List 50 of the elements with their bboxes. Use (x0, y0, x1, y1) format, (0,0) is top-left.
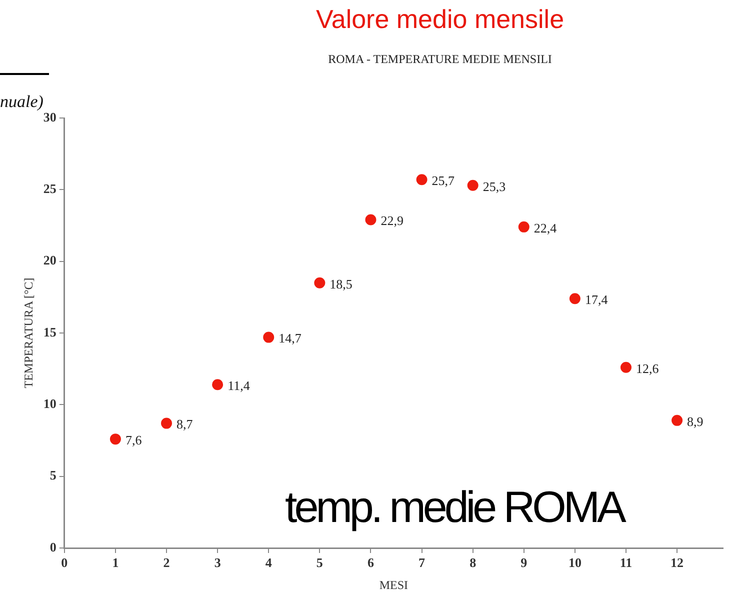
text: nuale) (0, 92, 44, 112)
y-tick-label: 30 (43, 109, 56, 124)
point (620, 362, 632, 373)
x-tick-label: 0 (61, 555, 68, 570)
data-label: 8,9 (687, 414, 704, 429)
data-label: 12,6 (636, 360, 660, 376)
point (569, 293, 580, 304)
data-label: 7,6 (125, 432, 142, 448)
data-label: 22,9 (380, 213, 404, 228)
data-label: 8,7 (176, 416, 194, 432)
point (212, 379, 224, 390)
y-tick-label: 15 (43, 324, 57, 340)
annotation: temp. medie ROMA (285, 483, 626, 533)
x-tick-label: 7 (418, 555, 426, 570)
data-label: 17,4 (584, 292, 608, 308)
x-tick-label: 10 (568, 555, 582, 570)
point (161, 418, 172, 429)
data-label: 25,3 (482, 178, 506, 194)
x-tick-label: 11 (620, 555, 632, 570)
data-label: 11,4 (228, 378, 250, 394)
chart-subtitle: ROMA - TEMPERATURE MEDIE MENSILI (327, 52, 553, 67)
point (672, 414, 683, 426)
x-tick-label: 2 (163, 555, 170, 570)
y-tick-label: 0 (50, 539, 56, 554)
x-tick-label: 6 (367, 555, 374, 570)
x-tick-label: 9 (520, 555, 528, 570)
point (263, 332, 274, 343)
point (110, 434, 121, 445)
y-tick-label: 10 (43, 396, 56, 412)
x-tick-label: 8 (470, 555, 477, 570)
point (467, 180, 478, 191)
point (416, 174, 428, 186)
y-tick-label: 5 (50, 468, 57, 483)
y-tick-label: 25 (43, 181, 57, 196)
data-label: 25,7 (432, 173, 456, 188)
data-label: 18,5 (330, 276, 352, 292)
data-label: 14,7 (278, 330, 302, 346)
x-tick-label: 12 (670, 555, 684, 570)
point (518, 221, 530, 232)
x-tick-label: 4 (265, 555, 272, 570)
x-tick-label: 1 (112, 555, 119, 570)
point (314, 277, 326, 288)
x-tick-label: 5 (316, 555, 324, 570)
y-axis-title: TEMPERATURA [°C] (21, 278, 36, 388)
chart-title: Valore medio mensile (314, 4, 566, 35)
x-tick-label: 3 (214, 555, 222, 570)
point (365, 214, 376, 226)
y-tick-label: 20 (43, 252, 56, 268)
x-axis-title: MESI (379, 578, 408, 592)
data-label: 22,4 (534, 220, 558, 236)
